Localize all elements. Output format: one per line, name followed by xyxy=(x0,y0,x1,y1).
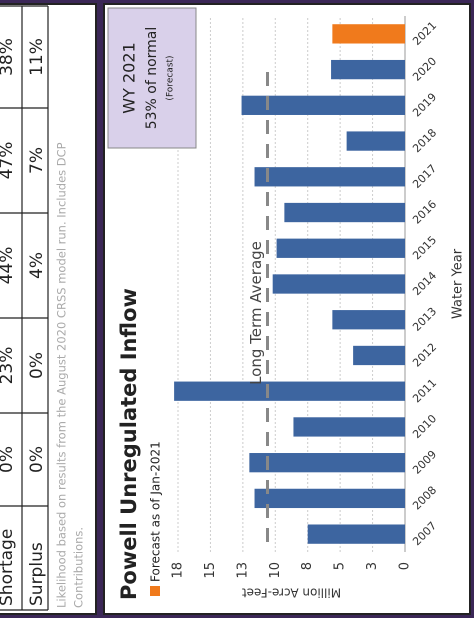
y-tick-label: 3 xyxy=(365,562,380,570)
bar xyxy=(254,488,405,509)
table-cell: 0% xyxy=(0,446,17,473)
y-tick-label: 15 xyxy=(203,562,218,579)
bar xyxy=(346,131,405,151)
y-axis-label: Million Acre-Feet xyxy=(242,586,341,600)
forecast-text: WY 2021 xyxy=(120,42,139,113)
average-label-bg xyxy=(245,248,266,378)
bar xyxy=(332,310,405,330)
table-cell: 47% xyxy=(0,142,17,180)
bar xyxy=(276,238,405,258)
bar xyxy=(293,417,405,437)
legend-label: Forecast as of Jan-2021 xyxy=(149,441,163,582)
table-cell: 38% xyxy=(0,38,17,76)
legend-swatch xyxy=(150,586,160,596)
forecast-box xyxy=(107,7,197,149)
table-panel xyxy=(0,3,97,615)
y-tick-label: 10 xyxy=(268,562,283,579)
forecast-text: 53% of normal xyxy=(144,27,160,130)
footnote: Likelihood based on results from the Aug… xyxy=(55,142,69,608)
table-cell: 7% xyxy=(27,147,47,174)
bar xyxy=(249,453,405,473)
bar xyxy=(332,24,405,44)
table-cell: 4% xyxy=(27,252,47,279)
table-cell: 0% xyxy=(27,352,47,379)
y-tick-label: 18 xyxy=(171,562,186,579)
bar xyxy=(353,345,406,366)
bar xyxy=(254,167,405,187)
footnote: Contributions. xyxy=(72,527,86,608)
forecast-text: (Forecast) xyxy=(166,55,176,100)
bar xyxy=(174,381,405,401)
table-cell: 0% xyxy=(27,446,47,473)
bar xyxy=(272,274,406,294)
x-axis-label: Water Year xyxy=(451,248,466,319)
bar xyxy=(284,202,406,223)
table-cell: Shortage xyxy=(0,529,17,606)
average-label: Long Term Average xyxy=(247,241,265,385)
y-tick-label: 13 xyxy=(235,562,250,579)
y-tick-label: 5 xyxy=(333,562,348,570)
y-tick-label: 0 xyxy=(398,562,413,570)
table-cell: 23% xyxy=(0,347,17,385)
bar xyxy=(307,524,406,544)
y-tick-label: 8 xyxy=(300,562,315,570)
chart-title: Powell Unregulated Inflow xyxy=(117,288,141,600)
table-cell: Surplus xyxy=(27,542,47,606)
bar xyxy=(241,95,405,115)
table-cell: 11% xyxy=(27,38,47,76)
table-cell: 44% xyxy=(0,247,17,285)
bar xyxy=(331,59,406,80)
